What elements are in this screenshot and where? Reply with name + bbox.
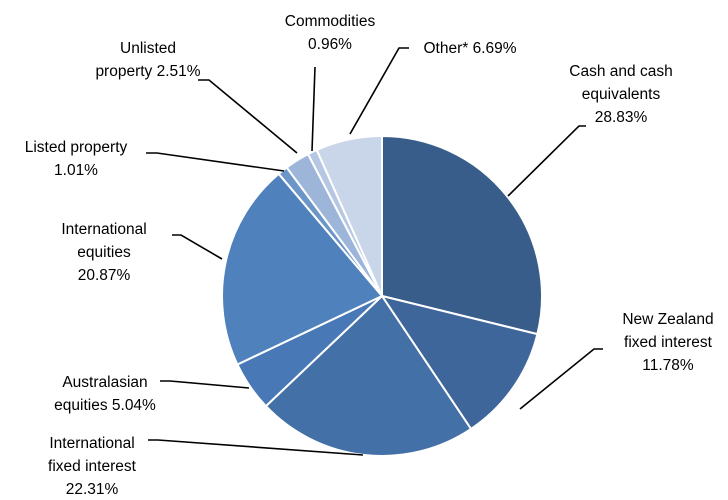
slice-label-line: Cash and cash — [569, 63, 672, 80]
leader-line — [349, 47, 409, 135]
slices-layer — [221, 134, 543, 457]
leader-line — [146, 152, 285, 172]
slice-label-line: equities — [77, 244, 131, 261]
slice-label: Listed property 1.01% — [25, 139, 128, 179]
slice-label-line: Listed property — [25, 139, 128, 156]
leader-line — [148, 439, 364, 456]
leader-line — [507, 125, 586, 197]
pie-slice-international-fixed-interest — [264, 294, 473, 457]
slice-label-line: 22.31% — [66, 481, 119, 498]
slice-label: International equities 20.87% — [61, 221, 146, 284]
slice-label-line: New Zealand — [622, 311, 713, 328]
pie-slice-cash-and-cash-equivalents — [381, 134, 543, 336]
leader-line — [160, 380, 250, 389]
slice-label-line: International — [61, 221, 146, 238]
slice-label-line: 20.87% — [78, 267, 131, 284]
slice-label-line: 11.78% — [642, 357, 694, 374]
slice-label-line: Other* 6.69% — [423, 40, 516, 57]
slice-label-line: equities 5.04% — [54, 397, 156, 414]
leader-line — [311, 66, 316, 152]
pie-slice-international-equities — [221, 172, 384, 366]
slice-label: Other* 6.69% — [423, 40, 516, 57]
slice-label-line: Commodities — [285, 13, 376, 30]
slice-label-line: fixed interest — [624, 334, 713, 351]
slice-label: New Zealand fixed interest 11.78% — [622, 311, 713, 374]
slice-label-line: 1.01% — [54, 162, 98, 179]
slice-label-line: equivalents — [582, 86, 661, 103]
slice-label-line: Unlisted — [120, 40, 176, 57]
leader-line — [172, 234, 223, 260]
slice-label-line: property 2.51% — [95, 63, 200, 80]
leader-lines-layer — [146, 47, 603, 456]
slice-label-line: fixed interest — [48, 458, 137, 475]
pie-slice-new-zealand-fixed-interest — [379, 294, 539, 431]
slice-label: Cash and cash equivalents 28.83% — [569, 63, 672, 126]
slice-label-line: 0.96% — [308, 36, 352, 53]
slice-label: International fixed interest 22.31% — [48, 435, 137, 498]
slice-label: Unlisted property 2.51% — [95, 40, 200, 80]
pie-slice-other — [315, 134, 383, 297]
leader-line — [519, 348, 603, 410]
slice-label: Australasian equities 5.04% — [54, 374, 156, 414]
slice-label-line: 28.83% — [595, 109, 648, 126]
leader-line — [198, 79, 298, 154]
slice-label-line: Australasian — [62, 374, 147, 391]
labels-layer: Cash and cash equivalents 28.83% New Zealan… — [25, 13, 714, 498]
slice-label-line: International — [49, 435, 134, 452]
slice-label: Commodities 0.96% — [285, 13, 376, 53]
